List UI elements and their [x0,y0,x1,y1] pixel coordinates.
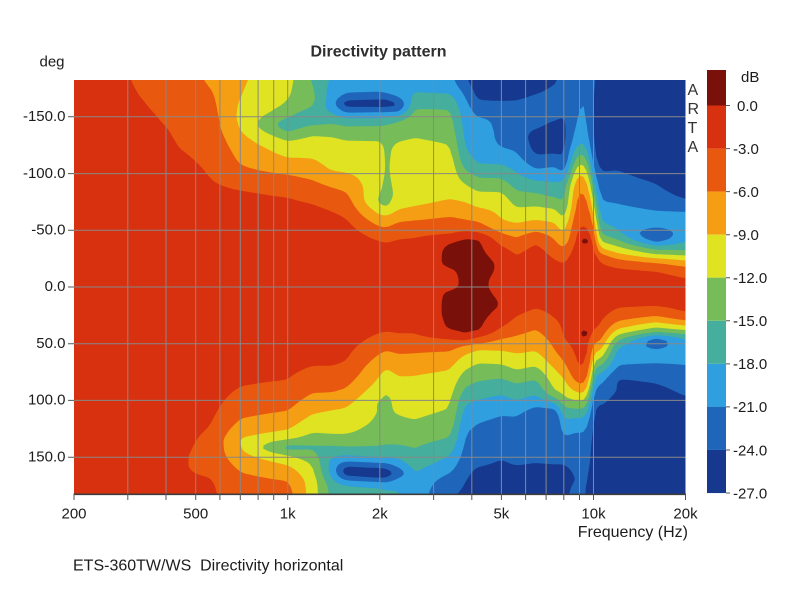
svg-text:deg: deg [40,54,65,71]
svg-text:-9.0: -9.0 [733,227,759,244]
svg-text:-6.0: -6.0 [733,184,759,201]
svg-text:ETS-360TW/WS Directivity hori: ETS-360TW/WS Directivity horizontal [73,558,343,575]
svg-text:-12.0: -12.0 [733,270,767,287]
svg-text:A: A [688,82,699,99]
svg-text:T: T [688,120,698,137]
svg-text:R: R [688,101,700,118]
svg-text:20k: 20k [673,506,698,523]
svg-text:150.0: 150.0 [28,448,66,465]
svg-text:dB: dB [741,69,759,86]
svg-text:-21.0: -21.0 [733,399,767,416]
svg-text:10k: 10k [581,506,606,523]
svg-text:-150.0: -150.0 [23,108,66,125]
svg-text:0.0: 0.0 [45,278,66,295]
svg-text:-18.0: -18.0 [733,356,767,373]
svg-text:200: 200 [61,506,86,523]
svg-text:1k: 1k [280,506,296,523]
svg-text:0.0: 0.0 [737,98,758,115]
svg-text:Frequency (Hz): Frequency (Hz) [578,524,688,541]
svg-text:-100.0: -100.0 [23,165,66,182]
svg-text:-24.0: -24.0 [733,442,767,459]
svg-text:A: A [688,139,699,156]
svg-text:Directivity pattern: Directivity pattern [310,44,446,61]
svg-text:2k: 2k [372,506,388,523]
svg-text:-15.0: -15.0 [733,313,767,330]
svg-text:100.0: 100.0 [28,392,66,409]
svg-text:-50.0: -50.0 [31,222,65,239]
svg-text:-27.0: -27.0 [733,485,767,502]
svg-text:5k: 5k [493,506,509,523]
svg-text:50.0: 50.0 [36,335,65,352]
svg-text:500: 500 [183,506,208,523]
svg-text:-3.0: -3.0 [733,141,759,158]
